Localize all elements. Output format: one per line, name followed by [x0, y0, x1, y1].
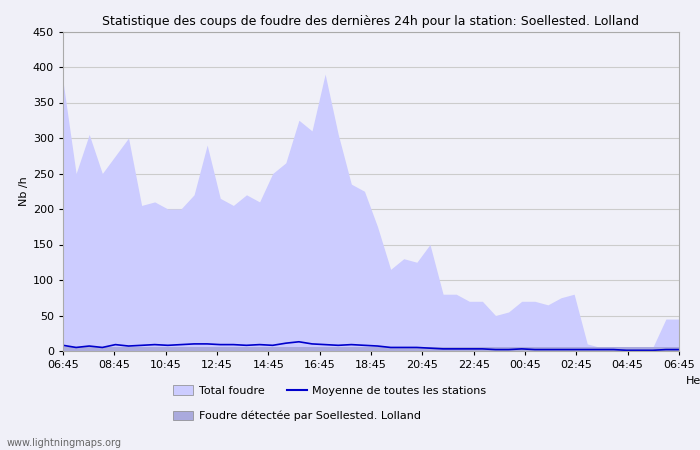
Legend: Foudre détectée par Soellested. Lolland: Foudre détectée par Soellested. Lolland — [174, 411, 421, 421]
Title: Statistique des coups de foudre des dernières 24h pour la station: Soellested. L: Statistique des coups de foudre des dern… — [102, 14, 640, 27]
Y-axis label: Nb /h: Nb /h — [19, 176, 29, 206]
Text: Heure: Heure — [686, 376, 700, 386]
Text: www.lightningmaps.org: www.lightningmaps.org — [7, 438, 122, 448]
